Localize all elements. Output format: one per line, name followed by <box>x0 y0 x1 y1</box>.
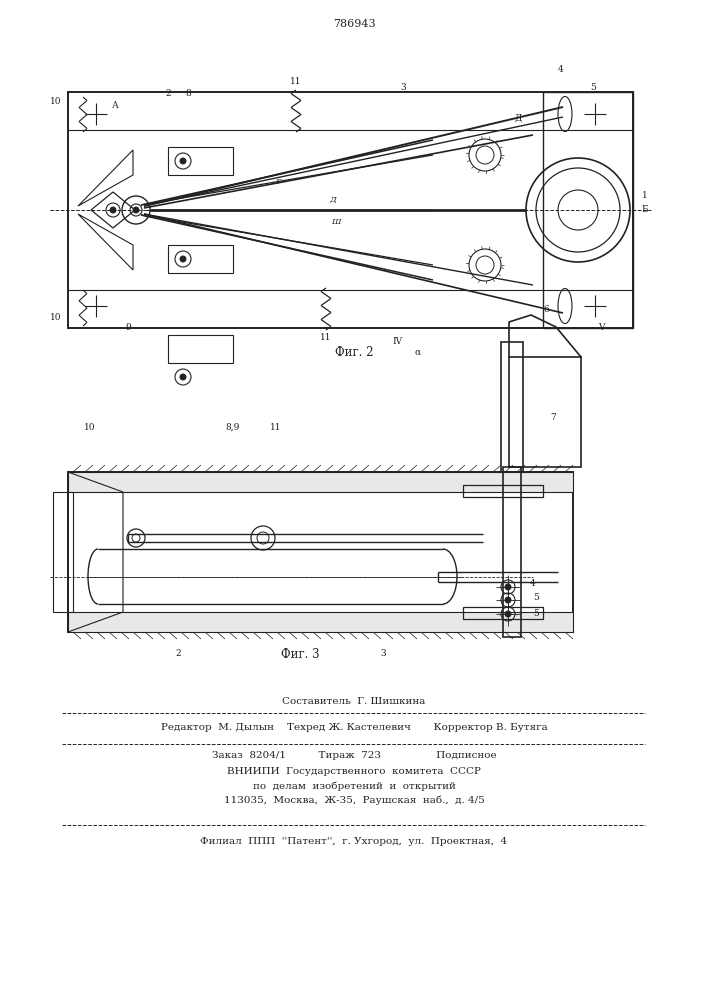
Circle shape <box>505 611 511 617</box>
Text: по  делам  изобретений  и  открытий: по делам изобретений и открытий <box>252 781 455 791</box>
Bar <box>543 92 633 328</box>
Circle shape <box>180 256 186 262</box>
Circle shape <box>505 597 511 603</box>
Text: 8: 8 <box>185 90 191 99</box>
Bar <box>503 467 521 637</box>
Bar <box>168 335 233 363</box>
Text: 2: 2 <box>165 90 171 99</box>
Text: 2: 2 <box>175 650 181 658</box>
Text: 8,9: 8,9 <box>226 422 240 432</box>
Text: 5: 5 <box>533 609 539 618</box>
Text: 10: 10 <box>50 314 62 322</box>
Text: 11: 11 <box>270 422 282 432</box>
Bar <box>168 147 233 175</box>
Text: 4: 4 <box>530 580 536 588</box>
Text: 9: 9 <box>125 324 131 332</box>
Circle shape <box>180 158 186 164</box>
Bar <box>68 472 573 492</box>
Text: 11: 11 <box>291 78 302 87</box>
Bar <box>68 612 573 632</box>
Text: Фиг. 3: Фиг. 3 <box>281 648 320 662</box>
Text: 3: 3 <box>380 650 386 658</box>
Text: Филиал  ППП  ''Патент'',  г. Ухгород,  ул.  Проектная,  4: Филиал ППП ''Патент'', г. Ухгород, ул. П… <box>201 838 508 846</box>
Text: 113035,  Москва,  Ж-35,  Раушская  наб.,  д. 4/5: 113035, Москва, Ж-35, Раушская наб., д. … <box>223 795 484 805</box>
Text: IV: IV <box>393 338 403 347</box>
Text: 10: 10 <box>50 98 62 106</box>
Text: 11: 11 <box>320 334 332 342</box>
Circle shape <box>133 207 139 213</box>
Text: V: V <box>597 324 604 332</box>
Bar <box>509 357 581 467</box>
Bar <box>168 245 233 273</box>
Text: Д: Д <box>514 113 522 122</box>
Text: 5: 5 <box>590 84 596 93</box>
Circle shape <box>110 207 116 213</box>
Bar <box>501 342 523 472</box>
Text: 5: 5 <box>533 592 539 601</box>
Text: А: А <box>112 102 119 110</box>
Bar <box>53 492 73 612</box>
Text: Д: Д <box>329 196 337 204</box>
Text: α: α <box>415 348 421 357</box>
Text: 786943: 786943 <box>333 19 375 29</box>
Text: 3: 3 <box>400 84 406 93</box>
Text: 6: 6 <box>543 304 549 314</box>
Text: 7: 7 <box>550 412 556 422</box>
Circle shape <box>505 584 511 590</box>
Text: Составитель  Г. Шишкина: Составитель Г. Шишкина <box>282 698 426 706</box>
Text: 10: 10 <box>84 422 95 432</box>
Text: Ш: Ш <box>332 218 341 226</box>
Text: Редактор  М. Дылын    Техред Ж. Кастелевич       Корректор В. Бутяга: Редактор М. Дылын Техред Ж. Кастелевич К… <box>160 724 547 732</box>
Text: Г: Г <box>275 178 281 186</box>
Text: Б: Б <box>642 206 648 215</box>
Text: Фиг. 2: Фиг. 2 <box>334 346 373 359</box>
Bar <box>68 92 633 328</box>
Bar <box>463 485 543 497</box>
Text: Заказ  8204/1          Тираж  723                 Подписное: Заказ 8204/1 Тираж 723 Подписное <box>211 752 496 760</box>
Text: 4: 4 <box>558 66 564 75</box>
Circle shape <box>180 374 186 380</box>
Text: ВНИИПИ  Государственного  комитета  СССР: ВНИИПИ Государственного комитета СССР <box>227 768 481 776</box>
Text: 1: 1 <box>642 190 648 200</box>
Bar <box>68 472 573 632</box>
Bar <box>463 607 543 619</box>
